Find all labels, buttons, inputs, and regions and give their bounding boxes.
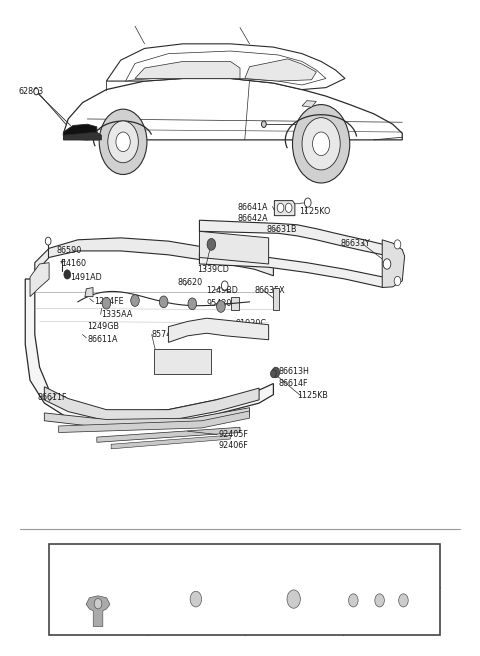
Circle shape	[394, 276, 401, 285]
Circle shape	[271, 370, 276, 378]
Text: 86920C: 86920C	[375, 561, 408, 570]
Text: 95420F: 95420F	[206, 298, 237, 308]
Text: 86631B: 86631B	[266, 225, 297, 234]
Circle shape	[108, 121, 138, 163]
Text: 1335AA: 1335AA	[102, 310, 133, 319]
Text: 86641A: 86641A	[238, 203, 268, 212]
Text: 1244FE: 1244FE	[95, 297, 124, 306]
Polygon shape	[85, 287, 93, 297]
Polygon shape	[59, 411, 250, 432]
Circle shape	[312, 132, 330, 155]
Circle shape	[287, 590, 300, 608]
Circle shape	[304, 198, 311, 207]
Text: 14160: 14160	[61, 259, 86, 268]
Polygon shape	[275, 201, 295, 216]
Bar	[154, 349, 211, 374]
Polygon shape	[231, 297, 239, 310]
Polygon shape	[35, 238, 274, 279]
Circle shape	[159, 296, 168, 308]
Polygon shape	[302, 100, 316, 107]
Circle shape	[34, 89, 38, 95]
Circle shape	[262, 121, 266, 127]
Text: 12492: 12492	[182, 561, 210, 570]
Polygon shape	[86, 596, 110, 626]
Text: 1221AG: 1221AG	[276, 561, 311, 570]
Text: 86611F: 86611F	[37, 393, 67, 401]
Polygon shape	[199, 232, 269, 264]
Circle shape	[302, 117, 340, 170]
Circle shape	[285, 203, 292, 213]
Circle shape	[99, 109, 147, 174]
Polygon shape	[125, 51, 326, 85]
Circle shape	[94, 598, 102, 609]
Text: 86592E: 86592E	[82, 561, 114, 570]
Circle shape	[272, 367, 280, 378]
Circle shape	[399, 594, 408, 607]
Text: 1125KO: 1125KO	[300, 207, 331, 216]
Text: 1491AD: 1491AD	[71, 272, 102, 281]
Circle shape	[375, 594, 384, 607]
Circle shape	[102, 297, 111, 309]
Polygon shape	[25, 279, 274, 426]
Polygon shape	[44, 387, 259, 420]
Text: 86633Y: 86633Y	[340, 239, 370, 247]
Bar	[49, 544, 441, 635]
Text: 62863: 62863	[18, 87, 43, 96]
Text: 86614F: 86614F	[278, 379, 308, 388]
Polygon shape	[111, 435, 230, 449]
Circle shape	[277, 203, 284, 213]
Circle shape	[188, 298, 197, 310]
Polygon shape	[135, 62, 240, 79]
Polygon shape	[199, 220, 383, 255]
Text: 86635X: 86635X	[254, 285, 285, 295]
Polygon shape	[382, 240, 405, 287]
Text: 86590: 86590	[56, 247, 82, 255]
Text: 91920C: 91920C	[235, 319, 266, 328]
Polygon shape	[63, 124, 97, 140]
Text: 1249GB: 1249GB	[87, 322, 120, 331]
Text: 1339CD: 1339CD	[197, 265, 229, 274]
Polygon shape	[63, 132, 102, 140]
Circle shape	[383, 258, 391, 269]
Circle shape	[64, 270, 71, 279]
Polygon shape	[245, 59, 316, 81]
Text: 85744: 85744	[152, 330, 177, 339]
Polygon shape	[199, 253, 383, 287]
Circle shape	[221, 281, 228, 290]
Circle shape	[207, 239, 216, 251]
Text: 1249BD: 1249BD	[206, 285, 239, 295]
Circle shape	[348, 594, 358, 607]
Polygon shape	[30, 262, 49, 297]
Circle shape	[394, 240, 401, 249]
Text: 1125KB: 1125KB	[297, 392, 328, 400]
Circle shape	[131, 295, 139, 306]
Polygon shape	[63, 79, 402, 140]
Polygon shape	[168, 318, 269, 342]
Circle shape	[190, 591, 202, 607]
Circle shape	[45, 237, 51, 245]
Text: 86620: 86620	[178, 277, 203, 287]
Polygon shape	[274, 287, 279, 310]
Text: 86611A: 86611A	[87, 335, 118, 344]
Text: 92406F: 92406F	[218, 441, 248, 450]
Text: 92405F: 92405F	[218, 430, 249, 439]
Text: 86613H: 86613H	[278, 367, 309, 377]
Circle shape	[292, 104, 350, 183]
Text: 86642A: 86642A	[238, 215, 268, 224]
Polygon shape	[97, 427, 240, 442]
Polygon shape	[107, 44, 345, 90]
Circle shape	[216, 300, 225, 312]
Circle shape	[116, 132, 130, 152]
Polygon shape	[44, 407, 250, 428]
